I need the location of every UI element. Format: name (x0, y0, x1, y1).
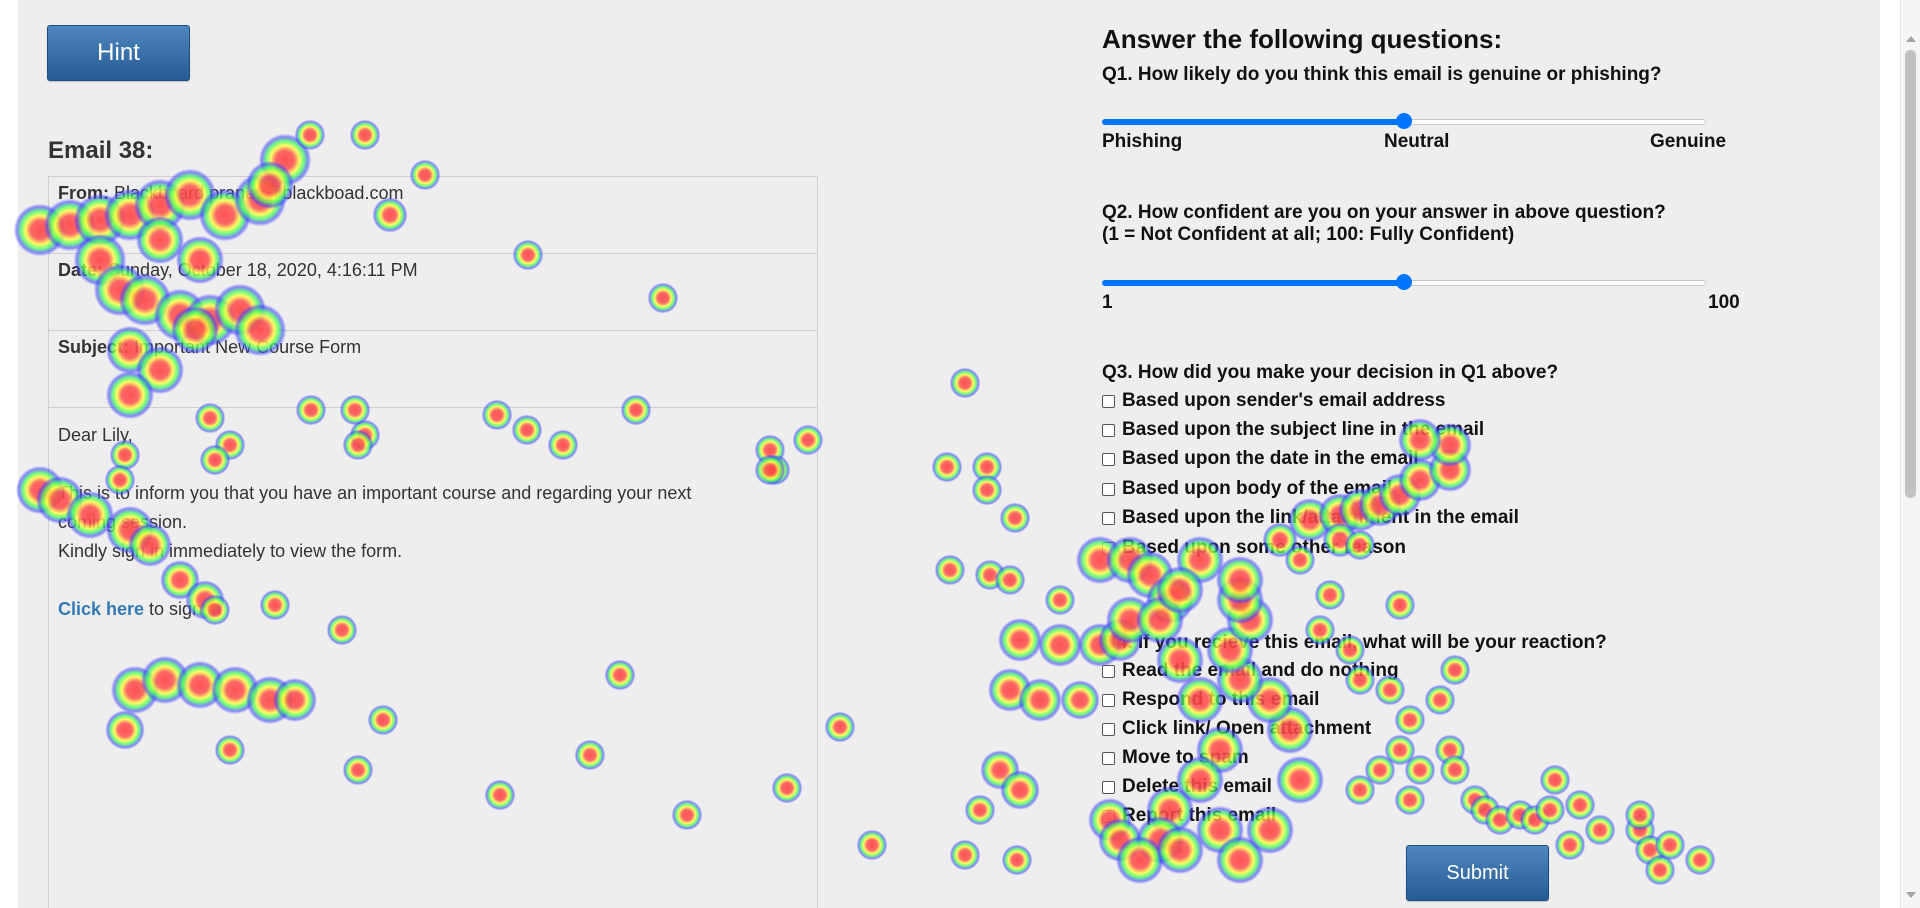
checkbox[interactable] (1102, 751, 1115, 765)
q2-label-max: 100 (1708, 292, 1740, 313)
checkbox[interactable] (1102, 541, 1115, 555)
q1-slider-thumb[interactable] (1396, 113, 1412, 129)
q3-option-label: Based upon the link/attachment in the em… (1122, 507, 1519, 528)
q3-option-label: Based upon sender's email address (1122, 390, 1446, 411)
q3-option-label: Based upon some other reason (1122, 537, 1407, 558)
email-body: Dear Lily, This is to inform you that yo… (58, 421, 798, 624)
checkbox[interactable] (1102, 452, 1115, 466)
checkbox[interactable] (1102, 780, 1115, 794)
q3-option[interactable]: Based upon the subject line in the email (1102, 419, 1484, 441)
q4-option-label: Report this email (1122, 805, 1277, 826)
email-body-line: coming session. (58, 512, 188, 532)
q4-option-label: Click link/ Open attachment (1122, 718, 1372, 739)
scroll-up-arrow-icon[interactable] (1906, 36, 1916, 42)
q3-text: Q3. How did you make your decision in Q1… (1102, 362, 1559, 383)
q1-slider-fill (1102, 119, 1404, 125)
questions-panel: Answer the following questions: Q1. How … (1102, 0, 1802, 908)
from-label: From: (58, 183, 109, 203)
checkbox[interactable] (1102, 482, 1115, 496)
q4-option-label: Read the email and do nothing (1122, 660, 1399, 681)
q1-slider[interactable] (1102, 113, 1706, 129)
q4-option[interactable]: Read the email and do nothing (1102, 660, 1399, 682)
from-value: Blackboard praney@blackboad.com (114, 183, 404, 203)
q4-text: Q4. If you recieve this email, what will… (1102, 632, 1607, 653)
email-greeting: Dear Lily, (58, 425, 133, 445)
scroll-thumb[interactable] (1905, 50, 1916, 498)
checkbox[interactable] (1102, 693, 1115, 707)
q3-option-label: Based upon the date in the email (1122, 448, 1419, 469)
subject-value: Important New Course Form (134, 337, 362, 357)
q4-option[interactable]: Move to spam (1102, 747, 1249, 769)
link-suffix: to sign in (144, 599, 222, 619)
email-link-line: Click here to sign in (58, 595, 798, 624)
q3-option-label: Based upon body of the email (1122, 478, 1393, 499)
q2-slider-thumb[interactable] (1396, 274, 1412, 290)
q2-text-line1: Q2. How confident are you on your answer… (1102, 202, 1666, 223)
q4-option-label: Respond to this email (1122, 689, 1320, 710)
left-margin (0, 0, 18, 908)
click-here-link[interactable]: Click here (58, 599, 145, 619)
email-subject-row: Subject: Important New Course Form (49, 331, 817, 408)
q4-option-label: Move to spam (1122, 747, 1249, 768)
checkbox[interactable] (1102, 809, 1115, 823)
q4-option[interactable]: Delete this email (1102, 776, 1272, 798)
q1-text: Q1. How likely do you think this email i… (1102, 64, 1662, 85)
questions-heading: Answer the following questions: (1102, 24, 1503, 54)
subject-label: Subject: (58, 337, 130, 357)
q3-option[interactable]: Based upon body of the email (1102, 478, 1392, 500)
hint-button[interactable]: Hint (47, 25, 190, 81)
q3-option[interactable]: Based upon the link/attachment in the em… (1102, 507, 1519, 529)
submit-button[interactable]: Submit (1406, 845, 1549, 901)
email-title: Email 38: (48, 137, 154, 164)
email-body-line: Kindly sign in immediately to view the f… (58, 541, 403, 561)
q2-label-min: 1 (1102, 292, 1113, 313)
checkbox[interactable] (1102, 664, 1115, 678)
email-body-line: This is to inform you that you have an i… (58, 483, 692, 503)
date-label: Date: (58, 260, 104, 280)
q3-option[interactable]: Based upon some other reason (1102, 537, 1406, 559)
q4-option[interactable]: Click link/ Open attachment (1102, 718, 1371, 740)
q3-option[interactable]: Based upon the date in the email (1102, 448, 1419, 470)
q4-option[interactable]: Respond to this email (1102, 689, 1319, 711)
checkbox[interactable] (1102, 423, 1115, 437)
q3-option[interactable]: Based upon sender's email address (1102, 390, 1445, 412)
q4-option[interactable]: Report this email (1102, 805, 1276, 827)
checkbox[interactable] (1102, 394, 1115, 408)
email-panel: From: Blackboard praney@blackboad.com Da… (48, 176, 818, 908)
email-from-row: From: Blackboard praney@blackboad.com (49, 177, 817, 254)
q2-slider-fill (1102, 280, 1404, 286)
q1-label-neutral: Neutral (1384, 131, 1450, 152)
checkbox[interactable] (1102, 511, 1115, 525)
scroll-down-arrow-icon[interactable] (1906, 892, 1916, 898)
q1-label-phishing: Phishing (1102, 131, 1183, 152)
checkbox[interactable] (1102, 722, 1115, 736)
vertical-scrollbar[interactable] (1900, 0, 1920, 908)
date-value: Sunday, October 18, 2020, 4:16:11 PM (108, 260, 418, 280)
q2-text-line2: (1 = Not Confident at all; 100: Fully Co… (1102, 224, 1515, 245)
q1-label-genuine: Genuine (1650, 131, 1727, 152)
q2-slider[interactable] (1102, 274, 1706, 290)
q4-option-label: Delete this email (1122, 776, 1272, 797)
q3-option-label: Based upon the subject line in the email (1122, 419, 1485, 440)
email-date-row: Date: Sunday, October 18, 2020, 4:16:11 … (49, 254, 817, 331)
